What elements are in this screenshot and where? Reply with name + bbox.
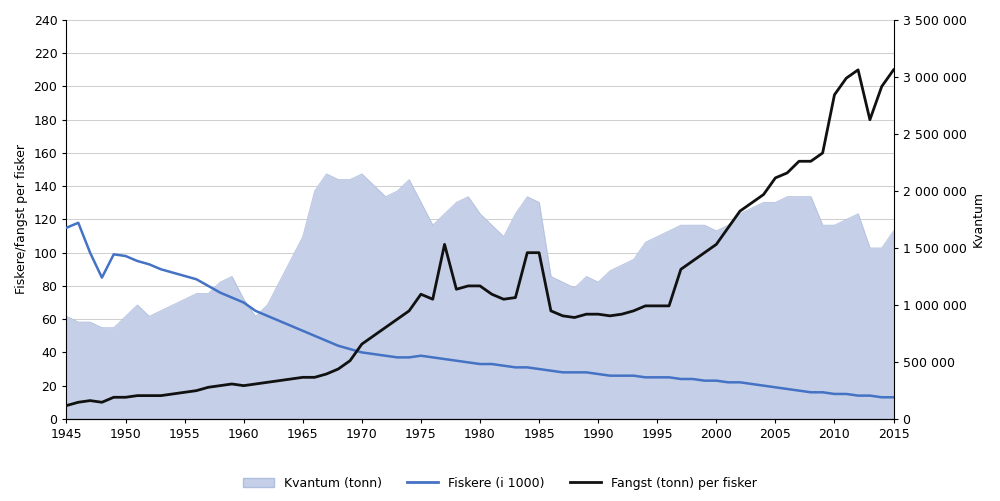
Fiskere (i 1000) <box>96 275 108 281</box>
Line: Fiskere (i 1000): Fiskere (i 1000) <box>66 223 894 397</box>
Legend: Kvantum (tonn), Fiskere (i 1000), Fangst (tonn) per fisker: Kvantum (tonn), Fiskere (i 1000), Fangst… <box>238 472 762 495</box>
Fangst (tonn) per fisker <box>888 67 900 73</box>
Fiskere (i 1000) <box>60 225 72 231</box>
Fiskere (i 1000) <box>852 393 864 399</box>
Line: Fangst (tonn) per fisker: Fangst (tonn) per fisker <box>66 70 894 406</box>
Fiskere (i 1000) <box>474 361 486 367</box>
Fiskere (i 1000) <box>876 394 888 400</box>
Y-axis label: Kvantum: Kvantum <box>972 191 985 247</box>
Y-axis label: Fiskere/fangst per fisker: Fiskere/fangst per fisker <box>15 144 28 295</box>
Fangst (tonn) per fisker <box>297 374 309 380</box>
Fangst (tonn) per fisker <box>557 313 569 319</box>
Fangst (tonn) per fisker <box>84 398 96 404</box>
Fangst (tonn) per fisker <box>462 283 474 289</box>
Fiskere (i 1000) <box>72 220 84 226</box>
Fangst (tonn) per fisker <box>840 75 852 81</box>
Fiskere (i 1000) <box>190 276 202 282</box>
Fiskere (i 1000) <box>888 394 900 400</box>
Fangst (tonn) per fisker <box>60 403 72 409</box>
Fiskere (i 1000) <box>569 369 581 375</box>
Fangst (tonn) per fisker <box>852 67 864 73</box>
Fangst (tonn) per fisker <box>687 258 699 264</box>
Fiskere (i 1000) <box>817 389 829 395</box>
